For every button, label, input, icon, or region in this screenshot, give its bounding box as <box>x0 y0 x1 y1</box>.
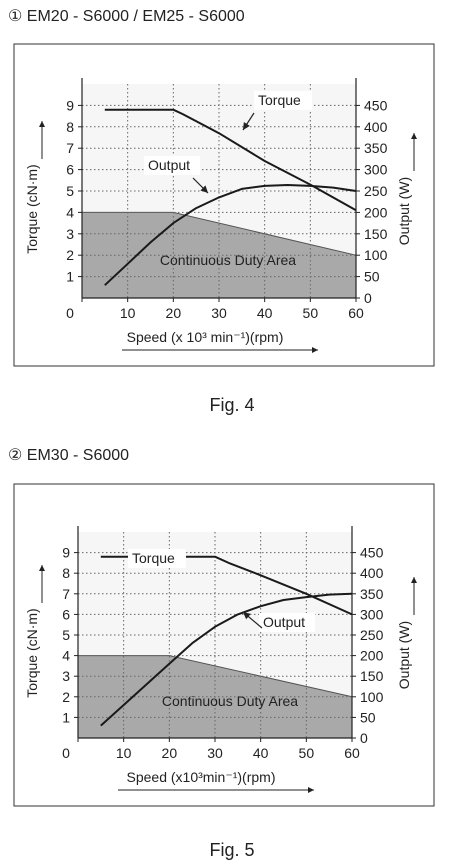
output-series-label: Output <box>263 614 305 630</box>
torque-pointer-arrow <box>242 112 255 131</box>
right-tick-label: 0 <box>360 730 368 746</box>
right-tick-label: 200 <box>360 648 384 664</box>
right-tick-label: 400 <box>360 565 384 581</box>
figure-2-chart: 1 2 3 4 5 6 7 8 9 0 50 100 150 200 250 300 350 400 450 0 10 2… <box>13 483 435 807</box>
x-tick-label: 50 <box>303 305 319 321</box>
x-tick-label: 10 <box>120 305 136 321</box>
right-tick-label: 350 <box>360 586 384 602</box>
right-tick-label: 50 <box>364 269 380 285</box>
left-tick-label: 4 <box>66 204 74 220</box>
x-tick-label: 50 <box>299 745 315 761</box>
right-tick-label: 200 <box>364 204 388 220</box>
left-axis-label: Torque (cN·m) <box>24 608 40 697</box>
right-tick-label: 400 <box>364 119 388 135</box>
output-curve <box>104 184 357 286</box>
right-axis-label: Output (W) <box>396 177 412 245</box>
left-tick-label: 3 <box>62 668 70 684</box>
right-tick-label: 250 <box>364 183 388 199</box>
left-tick-label: 8 <box>62 565 70 581</box>
right-tick-label: 250 <box>360 627 384 643</box>
left-tick-label: 4 <box>62 648 70 664</box>
output-label-bg <box>259 613 315 632</box>
left-tick-label: 7 <box>62 586 70 602</box>
right-axis-label: Output (W) <box>396 621 412 689</box>
left-tick-label: 5 <box>66 183 74 199</box>
right-tick-label: 300 <box>360 606 384 622</box>
x-tick-label: 10 <box>116 745 132 761</box>
output-pointer-arrow <box>242 611 263 629</box>
left-tick-label: 5 <box>62 627 70 643</box>
right-tick-label: 150 <box>364 226 388 242</box>
left-tick-label: 6 <box>66 162 74 178</box>
x-axis-label: Speed (x10³min⁻¹)(rpm) <box>127 769 276 785</box>
right-tick-label: 100 <box>364 247 388 263</box>
output-series-label: Output <box>148 157 190 173</box>
figure-1-heading: ① EM20 - S6000 / EM25 - S6000 <box>8 8 245 25</box>
x-tick-label: 60 <box>344 745 360 761</box>
left-tick-label: 1 <box>66 269 74 285</box>
right-tick-label: 450 <box>360 545 384 561</box>
x-tick-label: 0 <box>66 305 74 321</box>
right-tick-label: 0 <box>364 290 372 306</box>
right-tick-label: 100 <box>360 689 384 705</box>
x-tick-label: 20 <box>162 745 178 761</box>
figure-1-caption: Fig. 4 <box>209 395 255 415</box>
left-tick-label: 9 <box>66 97 74 113</box>
figure-2-caption: Fig. 5 <box>209 840 255 860</box>
x-tick-label: 30 <box>207 745 223 761</box>
x-tick-label: 40 <box>253 745 269 761</box>
figure-2-heading: ② EM30 - S6000 <box>8 447 130 464</box>
torque-label-bg <box>128 549 186 568</box>
output-pointer-arrow <box>192 177 209 194</box>
torque-series-label: Torque <box>132 550 175 566</box>
left-tick-label: 1 <box>62 709 70 725</box>
x-tick-label: 30 <box>211 305 227 321</box>
torque-label-bg <box>254 91 312 110</box>
right-tick-label: 150 <box>360 668 384 684</box>
left-tick-label: 2 <box>66 247 74 263</box>
right-tick-label: 450 <box>364 97 388 113</box>
right-tick-label: 350 <box>364 140 388 156</box>
torque-curve <box>104 108 357 212</box>
left-axis-label: Torque (cN·m) <box>24 164 40 253</box>
right-tick-label: 50 <box>360 709 376 725</box>
continuous-duty-boundary <box>78 655 353 698</box>
x-tick-label: 60 <box>348 305 364 321</box>
right-tick-label: 300 <box>364 162 388 178</box>
figure-1-chart: 1 2 3 4 5 6 7 8 9 0 50 100 150 200 250 300 350 400 450 0 10 2… <box>13 43 435 367</box>
left-tick-label: 2 <box>62 689 70 705</box>
left-tick-label: 3 <box>66 226 74 242</box>
left-tick-label: 6 <box>62 606 70 622</box>
x-axis-label: Speed (x 10³ min⁻¹)(rpm) <box>127 329 284 345</box>
torque-series-label: Torque <box>258 92 301 108</box>
output-label-bg <box>144 156 200 175</box>
x-tick-label: 20 <box>166 305 182 321</box>
left-tick-label: 8 <box>66 119 74 135</box>
continuous-duty-area-label: Continuous Duty Area <box>162 693 298 709</box>
continuous-duty-area-label: Continuous Duty Area <box>160 252 296 268</box>
x-tick-label: 0 <box>62 745 70 761</box>
left-tick-label: 7 <box>66 140 74 156</box>
left-tick-label: 9 <box>62 545 70 561</box>
x-tick-label: 40 <box>257 305 273 321</box>
output-curve <box>100 592 353 727</box>
